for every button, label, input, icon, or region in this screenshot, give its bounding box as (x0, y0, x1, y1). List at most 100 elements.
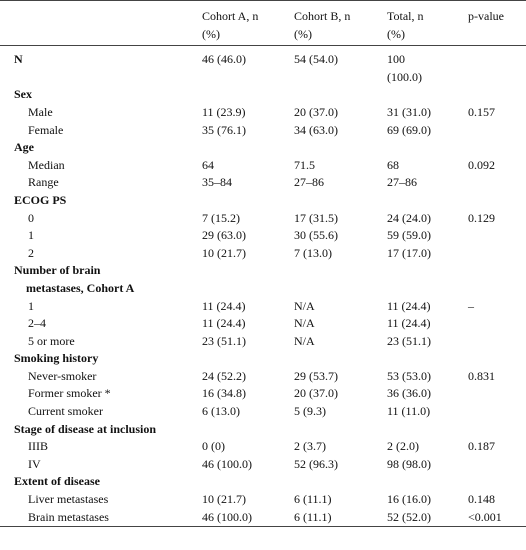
column-header: Total, n (%) (379, 0, 460, 47)
cell: 30 (55.6) (294, 228, 338, 243)
cell: 29 (63.0) (202, 228, 246, 243)
cell: 27–86 (294, 175, 324, 190)
cell (460, 262, 526, 297)
table-row: Current smoker 6 (13.0) 5 (9.3) 11 (11.0) (0, 403, 526, 421)
cell: 35–84 (202, 175, 232, 190)
cell: <0.001 (468, 509, 502, 524)
cell: 59 (59.0) (387, 228, 431, 243)
cell (460, 227, 526, 245)
cell (460, 122, 526, 140)
section-heading: Sex (14, 87, 32, 102)
cell: 52 (96.3) (294, 456, 338, 471)
cell: 0.092 (468, 157, 495, 172)
cell (379, 192, 460, 210)
cell (286, 350, 379, 368)
row-label: N (14, 52, 23, 67)
cell: 11 (24.4) (202, 298, 246, 313)
cell (379, 262, 460, 297)
cell (460, 473, 526, 491)
cell: 0.157 (468, 104, 495, 119)
cell (379, 86, 460, 104)
table-row: N 46 (46.0) 54 (54.0) 100 (100.0) (0, 46, 526, 87)
cell (379, 473, 460, 491)
row-label: Median (28, 157, 65, 172)
cell: 11 (11.0) (387, 404, 431, 419)
cell: 10 (21.7) (202, 245, 246, 260)
cell (194, 421, 286, 439)
data-table: Cohort A, n (%) Cohort B, n (%) Total, n (… (0, 0, 526, 528)
table-row: Female 35 (76.1) 34 (63.0) 69 (69.0) (0, 122, 526, 140)
table-row: 5 or more 23 (51.1) N/A 23 (51.1) (0, 333, 526, 351)
table-row: Range 35–84 27–86 27–86 (0, 174, 526, 192)
cell: 0 (0) (202, 439, 225, 454)
table-row: 2 10 (21.7) 7 (13.0) 17 (17.0) (0, 245, 526, 263)
row-label: 2–4 (28, 316, 46, 331)
section-heading: Age (14, 140, 34, 155)
table-row: 0 7 (15.2) 17 (31.5) 24 (24.0) 0.129 (0, 210, 526, 228)
row-label: 1 (28, 228, 34, 243)
cell: N/A (294, 333, 315, 348)
cell (460, 421, 526, 439)
cell: 20 (37.0) (294, 386, 338, 401)
cell: 24 (24.0) (387, 210, 431, 225)
cell: 0.148 (468, 492, 495, 507)
cell: 6 (11.1) (294, 509, 332, 524)
cell (460, 315, 526, 333)
cell: 46 (100.0) (202, 509, 252, 524)
row-label: Male (28, 104, 53, 119)
cell (460, 46, 526, 87)
cell: 23 (51.1) (387, 333, 431, 348)
row-label: Range (28, 175, 59, 190)
cell (194, 139, 286, 157)
section-row: Sex (0, 86, 526, 104)
cell (460, 350, 526, 368)
cell: 7 (13.0) (294, 245, 332, 260)
row-label: 2 (28, 245, 34, 260)
cell: 46 (46.0) (202, 52, 246, 67)
table-row: 1 11 (24.4) N/A 11 (24.4) – (0, 298, 526, 316)
column-header: Cohort A, n (%) (194, 0, 286, 47)
cell (194, 192, 286, 210)
cell: 17 (31.5) (294, 210, 338, 225)
table-row: IIIB 0 (0) 2 (3.7) 2 (2.0) 0.187 (0, 438, 526, 456)
column-header: p-value (460, 0, 526, 47)
cell: 24 (52.2) (202, 368, 246, 383)
row-label: Female (28, 122, 64, 137)
cell: N/A (294, 298, 315, 313)
cell (460, 86, 526, 104)
cell (460, 333, 526, 351)
cell (286, 262, 379, 297)
header-row: Cohort A, n (%) Cohort B, n (%) Total, n (… (0, 0, 526, 47)
cell: 69 (69.0) (387, 122, 431, 137)
cell (286, 139, 379, 157)
table-row: Liver metastases 10 (21.7) 6 (11.1) 16 (16.… (0, 491, 526, 509)
table-row: Brain metastases 46 (100.0) 6 (11.1) 52 (52… (0, 509, 526, 527)
cell: 54 (54.0) (294, 52, 338, 67)
row-label: 1 (28, 298, 34, 313)
header-cell (0, 0, 194, 47)
section-row: Stage of disease at inclusion (0, 421, 526, 439)
row-label: 5 or more (28, 333, 75, 348)
cell: – (468, 298, 474, 313)
table-row: 1 29 (63.0) 30 (55.6) 59 (59.0) (0, 227, 526, 245)
row-label: 0 (28, 210, 34, 225)
section-heading: Stage of disease at inclusion (14, 421, 157, 436)
cell: 16 (34.8) (202, 386, 246, 401)
cell: 2 (3.7) (294, 439, 326, 454)
cell: 98 (98.0) (387, 456, 431, 471)
cell (194, 262, 286, 297)
section-row: Age (0, 139, 526, 157)
cell: 34 (63.0) (294, 122, 338, 137)
table-row: 2–4 11 (24.4) N/A 11 (24.4) (0, 315, 526, 333)
table-row: IV 46 (100.0) 52 (96.3) 98 (98.0) (0, 456, 526, 474)
cell (194, 473, 286, 491)
cell: 35 (76.1) (202, 122, 246, 137)
cell: 31 (31.0) (387, 104, 431, 119)
cell (194, 86, 286, 104)
cell: 11 (24.4) (387, 316, 431, 331)
cell: 53 (53.0) (387, 368, 431, 383)
cell: 17 (17.0) (387, 245, 431, 260)
cell (286, 192, 379, 210)
cell: 6 (13.0) (202, 404, 240, 419)
